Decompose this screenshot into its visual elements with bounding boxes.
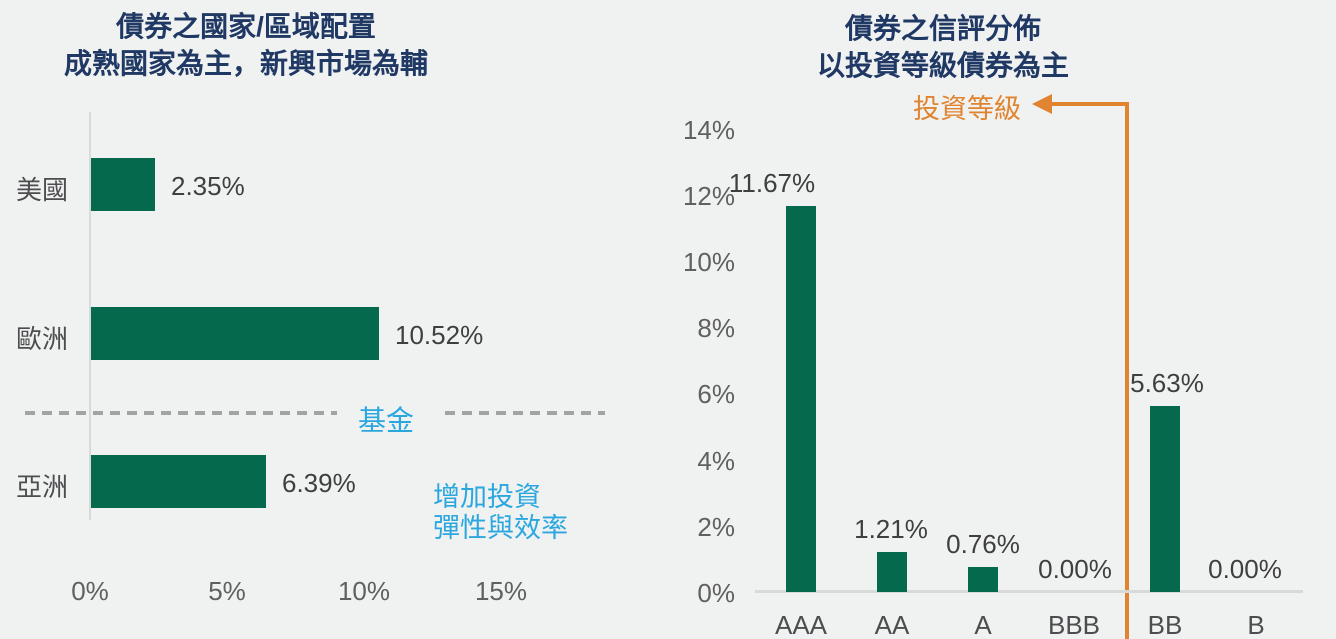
category-label-AA: AA: [874, 610, 910, 639]
rating-chart-title-line1: 債券之信評分佈: [844, 13, 1041, 44]
y-tick-12%: 12%: [682, 180, 735, 211]
bar-A: [968, 567, 998, 592]
country-chart-title-line2: 成熟國家為主，新興市場為輔: [63, 48, 428, 79]
y-tick-2%: 2%: [697, 511, 735, 542]
value-label-歐洲: 10.52%: [395, 319, 484, 350]
category-label-B: B: [1247, 610, 1265, 639]
investment-grade-arrowhead-icon: [1032, 94, 1052, 114]
value-label-BBB: 0.00%: [1038, 554, 1112, 584]
y-tick-0%: 0%: [697, 578, 735, 608]
value-label-B: 0.00%: [1208, 554, 1282, 584]
bar-亞洲: [91, 455, 266, 508]
category-label-美國: 美國: [16, 174, 69, 205]
value-label-AA: 1.21%: [854, 514, 928, 544]
value-label-A: 0.76%: [946, 529, 1020, 559]
bar-BB: [1150, 406, 1180, 592]
value-label-美國: 2.35%: [171, 170, 245, 201]
y-tick-10%: 10%: [682, 247, 735, 277]
rating-chart-baseline: [755, 590, 1303, 593]
fund-divider-dash-right: [445, 411, 605, 415]
flexibility-note-line2: 彈性與效率: [433, 513, 568, 543]
y-tick-6%: 6%: [697, 379, 735, 410]
category-label-BBB: BBB: [1047, 610, 1101, 639]
y-tick-8%: 8%: [697, 313, 735, 344]
x-tick-10%: 10%: [337, 576, 391, 606]
investment-grade-divider-line: [1125, 102, 1129, 639]
rating-chart-title: 債券之信評分佈 以投資等級債券為主: [668, 10, 1218, 84]
category-label-AAA: AAA: [774, 610, 828, 639]
investment-grade-label: 投資等級: [913, 94, 1021, 124]
investment-grade-arrow-line: [1050, 102, 1128, 106]
category-label-A: A: [974, 610, 992, 639]
value-label-亞洲: 6.39%: [282, 467, 356, 498]
rating-chart-title-line2: 以投資等級債券為主: [816, 50, 1069, 81]
category-label-歐洲: 歐洲: [16, 323, 69, 354]
flexibility-note-line1: 增加投資: [433, 482, 541, 512]
x-tick-15%: 15%: [474, 576, 528, 606]
value-label-AAA: 11.67%: [728, 168, 816, 198]
fund-divider-label: 基金: [358, 405, 415, 436]
category-label-亞洲: 亞洲: [16, 471, 69, 502]
country-chart-title-line1: 債券之國家/區域配置: [116, 11, 376, 42]
flexibility-note: 增加投資 彈性與效率: [433, 482, 568, 544]
x-tick-0%: 0%: [71, 576, 109, 606]
bar-美國: [91, 158, 155, 211]
bar-AAA: [786, 206, 816, 592]
y-tick-14%: 14%: [682, 114, 735, 145]
bar-AA: [877, 552, 907, 592]
country-chart-title: 債券之國家/區域配置 成熟國家為主，新興市場為輔: [0, 8, 492, 82]
bar-歐洲: [91, 307, 379, 360]
value-label-BB: 5.63%: [1130, 368, 1204, 398]
category-label-BB: BB: [1147, 610, 1183, 639]
y-tick-4%: 4%: [697, 445, 735, 476]
country-chart-y-axis-line: [89, 112, 91, 520]
fund-divider-dash-left: [25, 411, 337, 415]
x-tick-5%: 5%: [208, 576, 246, 606]
